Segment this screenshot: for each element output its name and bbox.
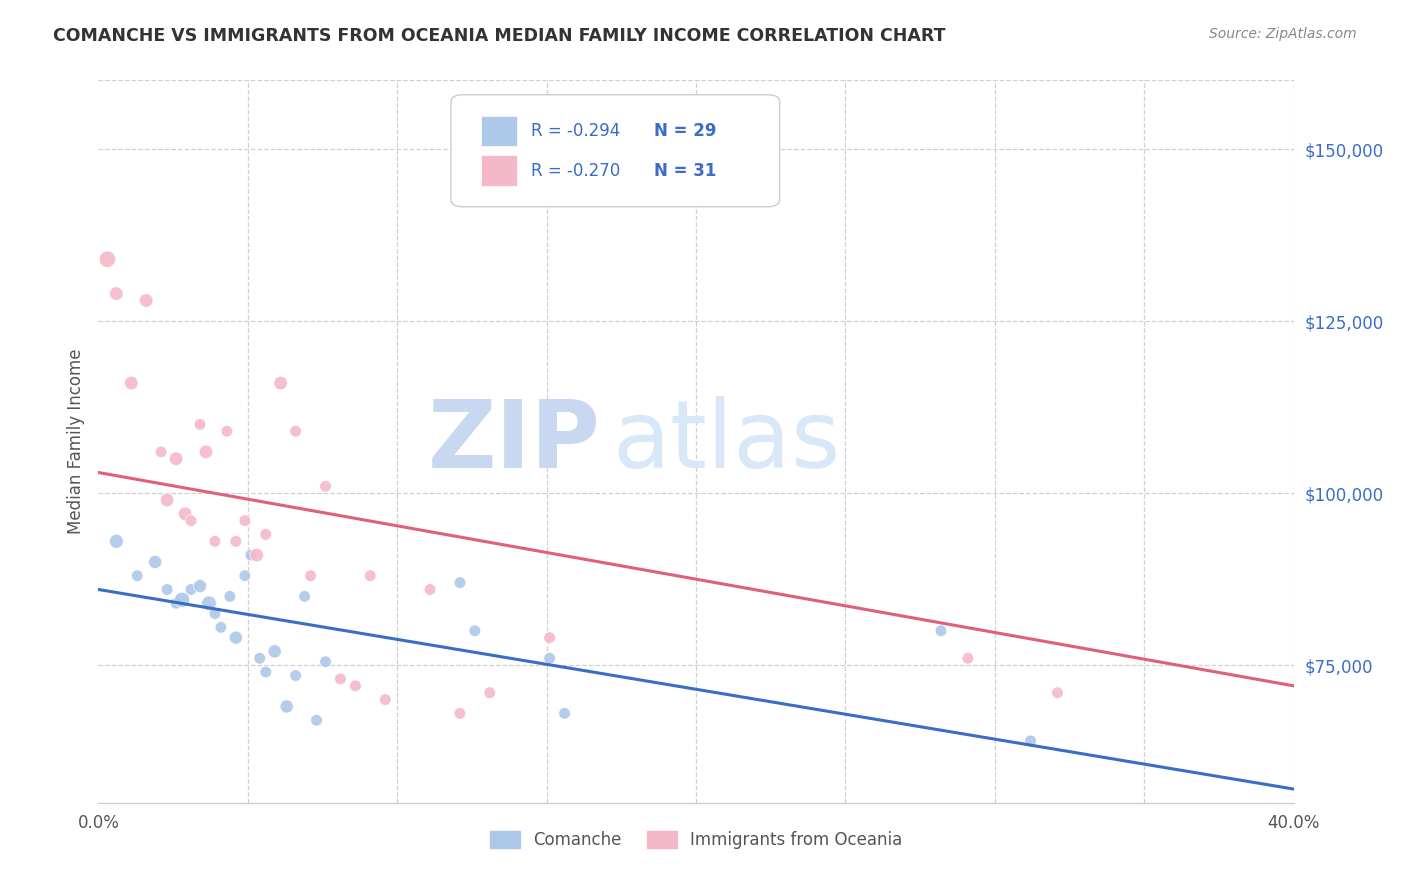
Point	[284, 668, 307, 682]
Point	[204, 534, 226, 549]
Point	[127, 568, 149, 582]
Point	[180, 514, 202, 528]
Point	[180, 582, 202, 597]
Text: N = 31: N = 31	[654, 161, 717, 179]
Point	[464, 624, 486, 638]
Point	[270, 376, 292, 390]
Point	[165, 596, 187, 610]
Point	[96, 252, 118, 267]
Point	[143, 555, 166, 569]
Text: Source: ZipAtlas.com: Source: ZipAtlas.com	[1209, 27, 1357, 41]
Point	[359, 568, 381, 582]
Point	[419, 582, 441, 597]
Point	[204, 607, 226, 621]
Point	[929, 624, 952, 638]
Point	[156, 493, 179, 508]
Point	[315, 655, 337, 669]
Point	[538, 631, 561, 645]
Text: N = 29: N = 29	[654, 122, 717, 140]
FancyBboxPatch shape	[451, 95, 780, 207]
Y-axis label: Median Family Income: Median Family Income	[66, 349, 84, 534]
Legend: Comanche, Immigrants from Oceania: Comanche, Immigrants from Oceania	[484, 824, 908, 856]
Point	[219, 590, 242, 604]
Point	[284, 424, 307, 438]
Point	[165, 451, 187, 466]
Point	[344, 679, 367, 693]
FancyBboxPatch shape	[481, 155, 517, 186]
Point	[156, 582, 179, 597]
Point	[188, 417, 211, 432]
Point	[246, 548, 269, 562]
Point	[329, 672, 352, 686]
Point	[198, 596, 221, 610]
Text: COMANCHE VS IMMIGRANTS FROM OCEANIA MEDIAN FAMILY INCOME CORRELATION CHART: COMANCHE VS IMMIGRANTS FROM OCEANIA MEDI…	[53, 27, 946, 45]
Point	[294, 590, 316, 604]
Point	[150, 445, 173, 459]
Text: R = -0.294: R = -0.294	[531, 122, 620, 140]
Point	[449, 575, 471, 590]
Point	[120, 376, 142, 390]
Point	[188, 579, 211, 593]
Point	[478, 686, 501, 700]
Point	[299, 568, 322, 582]
Point	[225, 631, 247, 645]
Point	[215, 424, 238, 438]
Text: ZIP: ZIP	[427, 395, 600, 488]
Point	[233, 514, 256, 528]
Point	[554, 706, 576, 721]
Point	[315, 479, 337, 493]
Point	[254, 527, 277, 541]
Text: R = -0.270: R = -0.270	[531, 161, 620, 179]
Point	[233, 568, 256, 582]
Point	[1019, 734, 1042, 748]
Point	[195, 445, 218, 459]
Point	[449, 706, 471, 721]
Point	[105, 286, 128, 301]
Point	[956, 651, 979, 665]
Point	[239, 548, 262, 562]
Point	[172, 592, 194, 607]
Point	[276, 699, 298, 714]
Point	[254, 665, 277, 679]
Point	[105, 534, 128, 549]
Point	[249, 651, 271, 665]
Point	[174, 507, 197, 521]
FancyBboxPatch shape	[481, 116, 517, 146]
Point	[305, 713, 328, 727]
Point	[538, 651, 561, 665]
Point	[263, 644, 285, 658]
Text: atlas: atlas	[613, 395, 841, 488]
Point	[209, 620, 232, 634]
Point	[225, 534, 247, 549]
Point	[374, 692, 396, 706]
Point	[135, 293, 157, 308]
Point	[1046, 686, 1069, 700]
